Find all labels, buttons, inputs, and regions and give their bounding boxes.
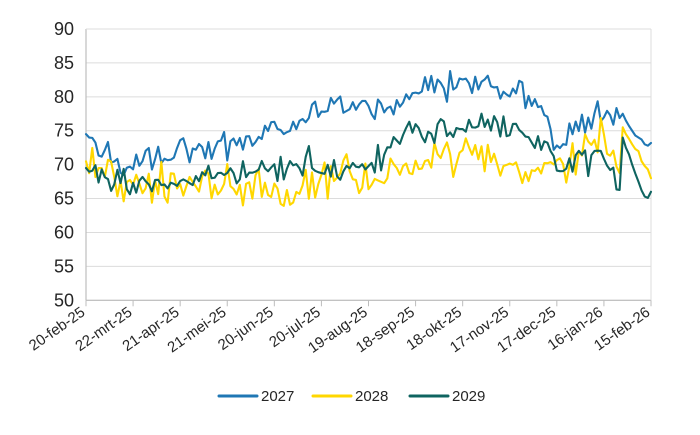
svg-text:80: 80 <box>54 87 74 107</box>
svg-text:2029: 2029 <box>452 388 485 405</box>
svg-text:85: 85 <box>54 53 74 73</box>
svg-text:50: 50 <box>54 290 74 310</box>
svg-text:2028: 2028 <box>355 388 388 405</box>
svg-text:75: 75 <box>54 121 74 141</box>
svg-text:70: 70 <box>54 155 74 175</box>
svg-text:90: 90 <box>54 19 74 39</box>
svg-text:2027: 2027 <box>261 388 294 405</box>
svg-text:55: 55 <box>54 256 74 276</box>
svg-text:65: 65 <box>54 189 74 209</box>
svg-text:60: 60 <box>54 222 74 242</box>
